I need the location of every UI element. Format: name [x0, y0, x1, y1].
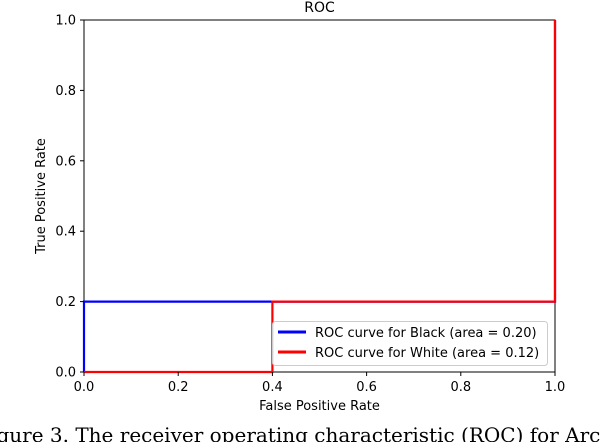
plot-frame — [83, 19, 556, 373]
x-tick-label: 0.6 — [356, 380, 377, 395]
figure-caption: Figure 3. The receiver operating charact… — [0, 423, 600, 442]
x-tick-label: 0.0 — [74, 380, 95, 395]
y-axis-label: True Positive Rate — [34, 138, 49, 255]
y-axis: 0.0 0.2 0.4 0.6 0.8 1.0 — [55, 14, 84, 381]
y-tick-label: 0.8 — [55, 84, 76, 99]
x-tick-label: 0.2 — [168, 380, 189, 395]
plot-area — [82, 19, 557, 374]
x-tick-label: 0.8 — [450, 380, 471, 395]
legend-label-black: ROC curve for Black (area = 0.20) — [315, 326, 537, 341]
y-tick-label: 1.0 — [55, 14, 76, 29]
y-tick-label: 0.4 — [55, 225, 76, 240]
x-tick-label: 1.0 — [545, 380, 566, 395]
roc-curves — [82, 20, 557, 374]
y-tick-label: 0.2 — [55, 295, 76, 310]
legend: ROC curve for Black (area = 0.20) ROC cu… — [272, 321, 548, 366]
legend-box — [272, 321, 548, 366]
x-tick-label: 0.4 — [262, 380, 283, 395]
y-tick-label: 0.6 — [55, 154, 76, 169]
roc-curve-white — [84, 20, 557, 374]
y-tick-label: 0.0 — [55, 366, 76, 381]
legend-label-white: ROC curve for White (area = 0.12) — [315, 346, 539, 361]
x-axis-label: False Positive Rate — [259, 399, 380, 414]
chart-title: ROC — [304, 0, 335, 16]
x-axis: 0.0 0.2 0.4 0.6 0.8 1.0 — [74, 372, 566, 395]
